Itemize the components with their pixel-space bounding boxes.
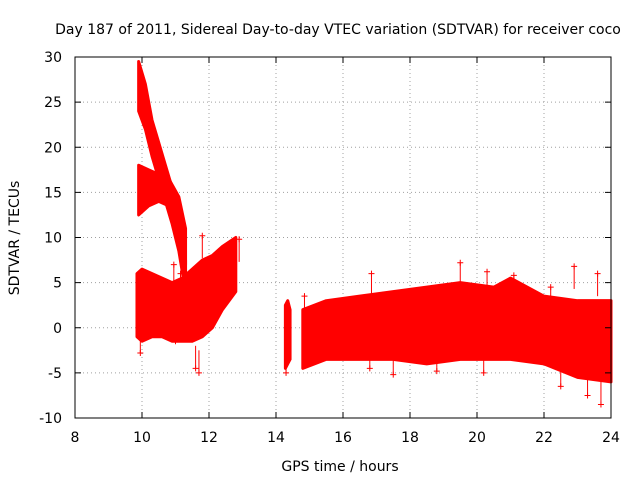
data-band [283, 299, 292, 370]
x-tick-label: 18 [401, 430, 419, 446]
x-tick-label: 20 [468, 430, 486, 446]
y-axis-label: SDTVAR / TECUs [7, 181, 23, 296]
y-tick-label: 5 [53, 276, 62, 292]
y-tick-label: -10 [39, 411, 62, 427]
y-tick-label: 15 [44, 185, 62, 201]
x-tick-label: 14 [267, 430, 285, 446]
grid [75, 57, 611, 418]
chart-title: Day 187 of 2011, Sidereal Day-to-day VTE… [55, 22, 621, 38]
y-tick-label: 0 [53, 321, 62, 337]
y-tick-label: 10 [44, 231, 62, 247]
x-tick-label: 16 [334, 430, 352, 446]
y-tick-label: -5 [48, 366, 62, 382]
x-tick-label: 8 [71, 430, 80, 446]
x-tick-label: 24 [602, 430, 620, 446]
x-axis-label: GPS time / hours [281, 459, 398, 475]
y-tick-label: 20 [44, 140, 62, 156]
x-tick-label: 10 [133, 430, 151, 446]
y-tick-label: 25 [44, 95, 62, 111]
y-tick-label: 30 [44, 50, 62, 66]
data-band [137, 163, 188, 267]
x-tick-label: 22 [535, 430, 553, 446]
axes: 8 10 12 14 16 18 20 22 24 -10 -5 0 5 10 15 20 25 30 [39, 50, 620, 446]
data-marks [135, 60, 613, 408]
x-tick-label: 12 [200, 430, 218, 446]
